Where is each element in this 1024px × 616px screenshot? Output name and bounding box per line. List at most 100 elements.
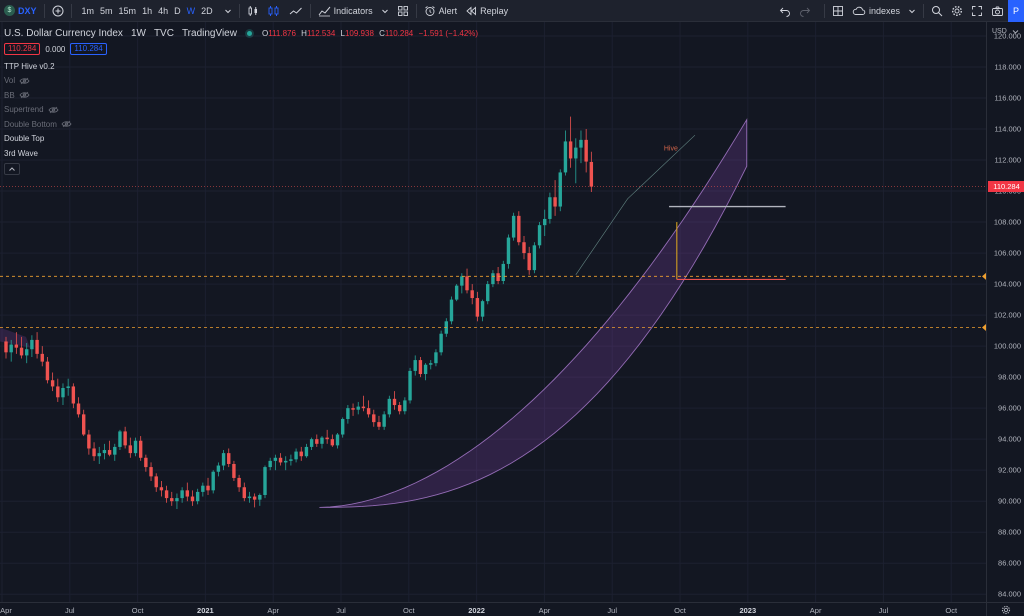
time-tick-label: Apr [809, 606, 822, 615]
time-axis[interactable]: Apr Jul Oct 2021 Apr Jul Oct 2022 Apr Jul Oct 2023 A… [0, 602, 986, 616]
candle-body [341, 419, 345, 435]
candle-body [403, 400, 407, 412]
undo-button[interactable] [775, 0, 795, 22]
time-tick-label: Oct [402, 606, 415, 615]
line-chart-button[interactable] [285, 0, 307, 22]
interval-w-button[interactable]: W [186, 5, 196, 16]
candle-body [66, 386, 70, 388]
layout-select-button[interactable] [828, 0, 848, 22]
snapshot-button[interactable] [987, 0, 1008, 22]
candle-body [294, 451, 298, 460]
candle-body [309, 439, 314, 447]
chart-canvas[interactable]: Hive [0, 22, 986, 602]
price-axis[interactable]: USD 120.000 118.000 116.000 114.000 112.000 1… [986, 22, 1024, 602]
time-tick-label: Jul [65, 606, 75, 615]
symbol-search-button[interactable]: $ DXY [0, 0, 41, 22]
interval-5m-button[interactable]: 5m [100, 5, 113, 16]
price-tick-label: 100.000 [993, 341, 1021, 351]
toolbar-divider [309, 3, 311, 18]
candle-body [170, 498, 174, 502]
interval-dropdown-button[interactable] [220, 0, 236, 22]
settings-button[interactable] [947, 0, 967, 22]
time-year-label: 2021 [197, 606, 214, 615]
candle-body [511, 215, 516, 238]
camera-icon [992, 6, 1003, 16]
toolbar-divider [923, 3, 924, 18]
eye-hidden-icon[interactable] [61, 120, 72, 128]
toolbar-divider [43, 3, 45, 18]
eye-hidden-icon[interactable] [48, 106, 59, 114]
replay-button[interactable]: Replay [461, 0, 512, 22]
chart-type-toggle-button[interactable] [263, 0, 285, 22]
eye-hidden-icon[interactable] [19, 77, 30, 85]
symbol-legend-row[interactable]: U.S. Dollar Currency Index 1W TVC Tradin… [4, 26, 481, 40]
interval-1m-button[interactable]: 1m [81, 5, 95, 16]
candle-body [558, 172, 562, 207]
eye-hidden-icon[interactable] [19, 91, 30, 99]
save-layout-button[interactable]: indexes [848, 0, 904, 22]
candle-body [154, 476, 158, 488]
alert-button[interactable]: Alert [420, 0, 462, 22]
candle-body [242, 487, 246, 499]
interval-15m-button[interactable]: 15m [118, 5, 137, 16]
interval-4h-button[interactable]: 4h [158, 5, 169, 16]
bar-style-button[interactable] [243, 0, 263, 22]
candle-body [418, 360, 423, 375]
indicator-row[interactable]: Double Bottom [4, 117, 481, 132]
axis-settings-button[interactable] [986, 602, 1024, 616]
undo-icon [779, 7, 790, 17]
indicator-row[interactable]: BB [4, 88, 481, 103]
gear-icon [1001, 605, 1010, 614]
publish-button[interactable]: P [1008, 0, 1024, 22]
gear-icon [951, 5, 963, 16]
indicator-row[interactable]: Double Top [4, 132, 481, 147]
candle-body [128, 445, 133, 454]
candle-body [180, 490, 184, 499]
interval-2d-button[interactable]: 2D [201, 5, 213, 16]
candle-body [568, 141, 573, 159]
candle-body [522, 242, 526, 254]
toolbar-divider [415, 3, 417, 18]
indicator-row[interactable]: 3rd Wave [4, 146, 481, 161]
redo-button[interactable] [795, 0, 815, 22]
quick-search-button[interactable] [927, 0, 947, 22]
candle-body [61, 387, 65, 398]
chart-legend: U.S. Dollar Currency Index 1W TVC Tradin… [4, 26, 481, 175]
interval-1h-button[interactable]: 1h [142, 5, 153, 16]
price-tick-label: 120.000 [993, 31, 1021, 41]
templates-button[interactable] [393, 0, 413, 22]
price-tick-label: 84.000 [998, 589, 1021, 599]
candle-body [439, 333, 443, 353]
indicator-row[interactable]: Supertrend [4, 103, 481, 118]
fullscreen-button[interactable] [967, 0, 987, 22]
candle-body [138, 440, 143, 458]
indicator-row[interactable]: Vol [4, 74, 481, 89]
cloud-icon [852, 6, 866, 15]
candle-body [273, 457, 278, 461]
candle-body [304, 446, 309, 457]
indicators-menu-button[interactable] [377, 0, 393, 22]
time-tick-label: Jul [878, 606, 889, 615]
indicator-row[interactable]: TTP Hive v0.2 [4, 59, 481, 74]
candle-body [159, 487, 164, 491]
candle-body [486, 284, 490, 302]
interval-d-button[interactable]: D [174, 5, 181, 16]
candle-body [408, 370, 412, 401]
currency-label[interactable]: USD [992, 28, 1007, 35]
sell-price-button[interactable]: 110.284 [4, 43, 41, 55]
candle-body [211, 471, 215, 491]
candles-icon [248, 5, 257, 16]
layout-menu-button[interactable] [904, 0, 920, 22]
candle-body [144, 457, 148, 468]
collapse-legend-button[interactable] [4, 162, 20, 175]
chevron-down-icon [381, 9, 388, 13]
indicators-button[interactable]: Indicators [314, 0, 377, 22]
parabolic-channel [319, 118, 748, 508]
candle-body [35, 339, 39, 354]
toolbar-divider [823, 3, 825, 18]
candle-body [335, 434, 340, 446]
candle-body [413, 360, 417, 371]
compare-symbol-button[interactable] [48, 0, 68, 22]
buy-price-button[interactable]: 110.284 [70, 43, 107, 55]
